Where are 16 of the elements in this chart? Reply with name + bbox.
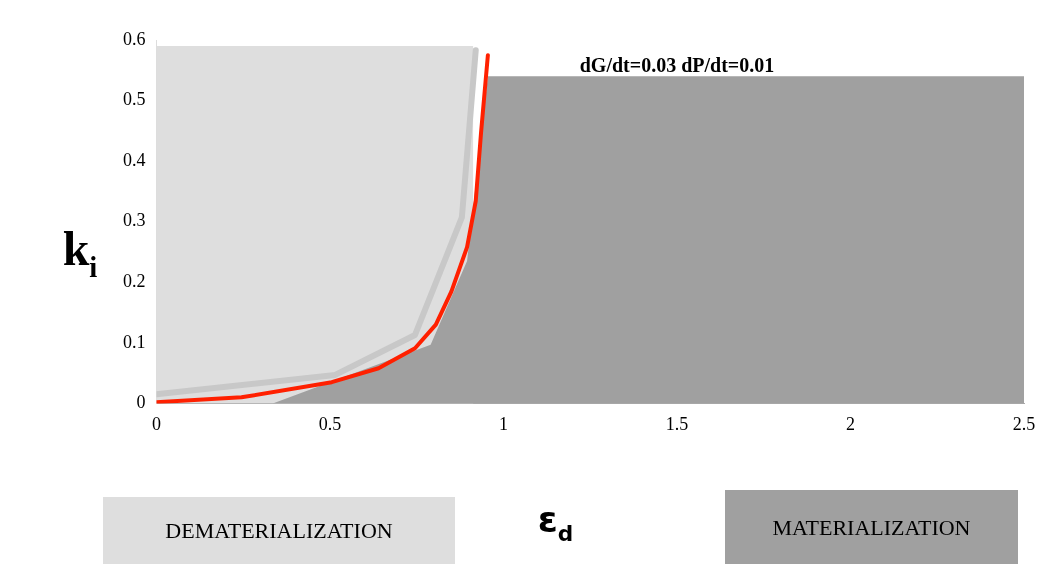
annotation: dG/dt=0.03 dP/dt=0.01 [579,54,775,76]
text: MATERIALIZATION [772,514,971,540]
y-tick-label: 0.5 [123,89,146,110]
y-tick-label: 0.1 [123,331,146,352]
x-tick-label: 0.5 [318,413,342,434]
y-tick-label: 0 [136,392,146,413]
x-tick-label: 0 [152,413,161,434]
y-tick-label: 0.6 [123,28,146,49]
x-tick-label: 1.5 [665,413,689,434]
x-tick-label: 1 [499,413,508,434]
y-tick-label: 0.4 [123,149,146,170]
text: DEMATERIALIZATION [165,518,393,544]
y-tick-label: 0.3 [123,210,146,231]
x-tick-label: 2 [846,413,855,434]
x-tick-label: 2.5 [1012,413,1036,434]
y-tick-label: 0.2 [123,271,146,291]
